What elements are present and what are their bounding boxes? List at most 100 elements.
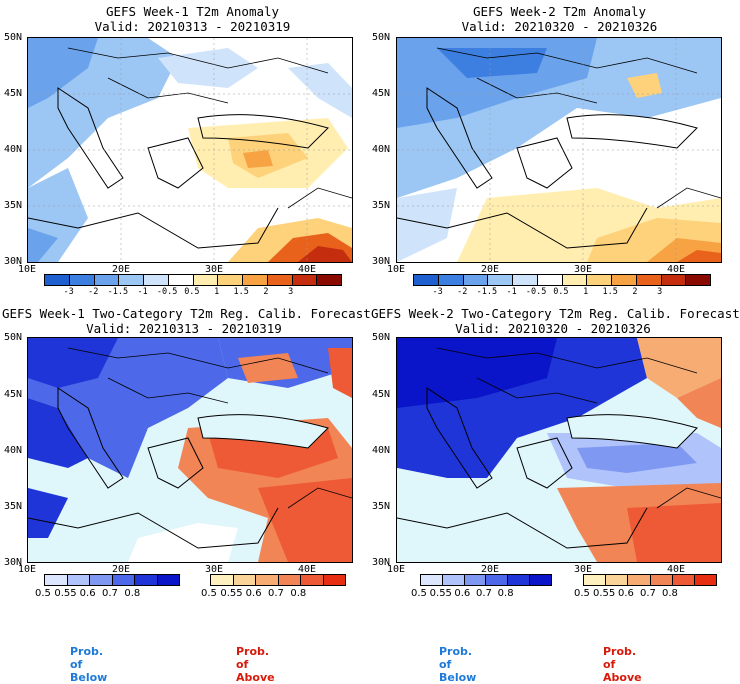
colorbar-segment: [233, 575, 256, 585]
lat-label-40n: 40N: [4, 445, 23, 456]
below-colorbar-week2: [420, 574, 552, 586]
colorbar-segment: [45, 575, 68, 585]
colorbar-tick-label: -2: [88, 287, 99, 297]
colorbar-segment: [628, 575, 651, 585]
lat-label-50n: 50N: [4, 32, 23, 43]
colorbar-segment: [661, 275, 687, 285]
colorbar-segment: [686, 275, 710, 285]
lon-label-40e: 40E: [298, 564, 317, 575]
colorbar-segment: [587, 275, 612, 285]
colorbar-segment: [464, 575, 487, 585]
colorbar-segment: [606, 575, 629, 585]
probability-map-week2: [396, 337, 722, 563]
lat-label-40n: 40N: [4, 144, 23, 155]
colorbar-tick-label: 1: [583, 287, 589, 297]
colorbar-segment: [438, 275, 464, 285]
lon-label-10e: 10E: [387, 564, 406, 575]
above-colorbar-week2: [583, 574, 717, 586]
colorbar-tick-label: 3: [288, 287, 294, 297]
colorbar-tick-label: 0.7: [640, 588, 656, 599]
lat-label-30n: 30N: [4, 256, 23, 267]
lon-label-20e: 20E: [112, 564, 131, 575]
colorbar-segment: [672, 575, 695, 585]
lat-label-45n: 45N: [4, 88, 23, 99]
colorbar-tick-label: 0.8: [497, 588, 514, 599]
colorbar-tick-label: 2: [632, 287, 638, 297]
lon-label-10e: 10E: [18, 264, 37, 275]
lon-label-30e: 30E: [574, 264, 593, 275]
colorbar-segment: [301, 575, 324, 585]
panel-valid-dates: Valid: 20210320 - 20210326: [461, 19, 658, 34]
lon-label-40e: 40E: [667, 564, 686, 575]
colorbar-segment: [650, 575, 673, 585]
lon-label-40e: 40E: [667, 264, 686, 275]
lat-label-50n: 50N: [372, 32, 391, 43]
colorbar-segment: [168, 275, 194, 285]
colorbar-segment: [67, 575, 90, 585]
lat-label-50n: 50N: [372, 332, 391, 343]
colorbar-segment: [45, 275, 70, 285]
below-colorbar-week1: [44, 574, 180, 586]
colorbar-segment: [694, 575, 717, 585]
colorbar-segment: [562, 275, 588, 285]
lon-label-20e: 20E: [112, 264, 131, 275]
legend-below-week2: Prob. of Below: [439, 645, 477, 684]
lat-label-45n: 45N: [372, 389, 391, 400]
colorbar-tick-label: 0.6: [79, 588, 96, 599]
colorbar-segment: [442, 575, 465, 585]
colorbar-segment: [144, 275, 169, 285]
above-colorbar-week1: [210, 574, 346, 586]
colorbar-tick-label: -0.5: [525, 287, 547, 297]
panel-valid-dates: Valid: 20210320 - 20210326: [455, 321, 651, 336]
anomaly-field-week1: [28, 38, 352, 262]
colorbar-segment: [157, 575, 179, 585]
colorbar-tick-label: 0.6: [245, 588, 262, 599]
lat-label-30n: 30N: [4, 557, 23, 568]
anomaly-colorbar-week1: [44, 274, 342, 286]
colorbar-segment: [112, 575, 135, 585]
colorbar-segment: [90, 575, 113, 585]
panel-valid-dates: Valid: 20210313 - 20210319: [94, 19, 291, 34]
colorbar-segment: [135, 575, 158, 585]
colorbar-segment: [267, 275, 293, 285]
colorbar-segment: [513, 275, 538, 285]
lat-label-30n: 30N: [372, 557, 391, 568]
probability-map-week1: [27, 337, 353, 563]
colorbar-tick-label: 0.8: [290, 588, 307, 599]
colorbar-tick-label: 2: [263, 287, 269, 297]
colorbar-segment: [292, 275, 318, 285]
colorbar-segment: [243, 275, 268, 285]
colorbar-tick-label: 0.5: [411, 588, 427, 599]
colorbar-tick-label: -1.5: [107, 287, 129, 297]
colorbar-segment: [463, 275, 489, 285]
legend-above-week1: Prob. of Above: [236, 645, 275, 684]
colorbar-segment: [584, 575, 607, 585]
colorbar-tick-label: 0.6: [618, 588, 634, 599]
colorbar-tick-label: 0.7: [268, 588, 284, 599]
lat-label-40n: 40N: [372, 445, 391, 456]
colorbar-tick-label: 0.55: [429, 588, 452, 599]
colorbar-tick-label: 0.7: [476, 588, 492, 599]
lat-label-40n: 40N: [372, 144, 391, 155]
lat-label-45n: 45N: [4, 389, 23, 400]
colorbar-segment: [488, 275, 513, 285]
panel-title: GEFS Week-2 T2m Anomaly: [472, 4, 647, 19]
panel-title: GEFS Week-1 T2m Anomaly: [105, 4, 280, 19]
anomaly-map-week1: [27, 37, 353, 263]
lat-label-50n: 50N: [4, 332, 23, 343]
colorbar-tick-label: 0.5: [553, 287, 569, 297]
panel-valid-dates: Valid: 20210313 - 20210319: [86, 321, 282, 336]
colorbar-tick-label: 3: [657, 287, 663, 297]
colorbar-tick-label: 0.5: [35, 588, 51, 599]
probability-field-week1: [28, 338, 352, 562]
colorbar-segment: [537, 275, 563, 285]
colorbar-tick-label: 0.55: [220, 588, 243, 599]
colorbar-tick-label: 1.5: [602, 287, 618, 297]
lon-label-10e: 10E: [18, 564, 37, 575]
colorbar-tick-label: 0.5: [201, 588, 217, 599]
colorbar-segment: [119, 275, 144, 285]
anomaly-map-week2: [396, 37, 722, 263]
colorbar-segment: [256, 575, 279, 585]
colorbar-segment: [421, 575, 443, 585]
lat-label-35n: 35N: [4, 200, 23, 211]
